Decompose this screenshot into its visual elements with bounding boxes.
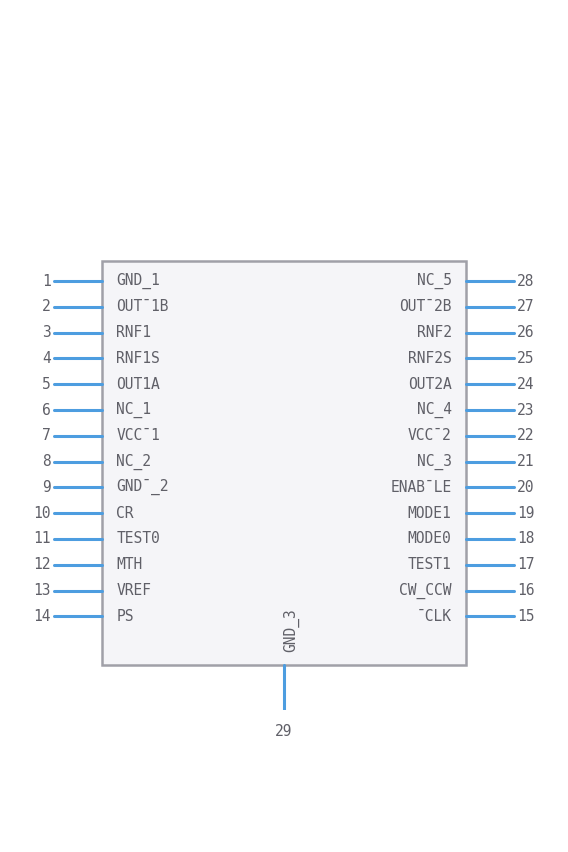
Text: 24: 24 (517, 377, 534, 392)
Text: 2: 2 (43, 299, 51, 314)
Text: 22: 22 (517, 429, 534, 443)
Text: VCC¯2: VCC¯2 (408, 429, 452, 443)
Text: RNF1: RNF1 (116, 325, 152, 340)
Text: OUT¯1B: OUT¯1B (116, 299, 169, 314)
Text: GND¯_2: GND¯_2 (116, 480, 169, 496)
Text: TEST0: TEST0 (116, 532, 160, 546)
Text: GND_1: GND_1 (116, 273, 160, 290)
Text: 12: 12 (34, 557, 51, 573)
Text: 10: 10 (34, 506, 51, 521)
Text: CR: CR (116, 506, 134, 521)
Text: NC_1: NC_1 (116, 402, 152, 418)
Text: 21: 21 (517, 454, 534, 469)
Text: 13: 13 (34, 583, 51, 598)
Text: NC_4: NC_4 (416, 402, 452, 418)
Text: 23: 23 (517, 402, 534, 417)
Text: RNF2: RNF2 (416, 325, 452, 340)
Text: 7: 7 (43, 429, 51, 443)
Text: CW_CCW: CW_CCW (399, 583, 452, 599)
Text: VREF: VREF (116, 583, 152, 598)
Text: 6: 6 (43, 402, 51, 417)
Text: OUT¯2B: OUT¯2B (399, 299, 452, 314)
Text: 26: 26 (517, 325, 534, 340)
Text: 16: 16 (517, 583, 534, 598)
Text: 25: 25 (517, 351, 534, 366)
Text: 1: 1 (43, 273, 51, 289)
Text: 11: 11 (34, 532, 51, 546)
Text: NC_3: NC_3 (416, 453, 452, 469)
Text: 17: 17 (517, 557, 534, 573)
Text: OUT1A: OUT1A (116, 377, 160, 392)
Text: 27: 27 (517, 299, 534, 314)
Text: VCC¯1: VCC¯1 (116, 429, 160, 443)
Text: GND_3: GND_3 (283, 608, 299, 653)
Text: OUT2A: OUT2A (408, 377, 452, 392)
FancyBboxPatch shape (102, 262, 466, 665)
Text: NC_5: NC_5 (416, 273, 452, 290)
Text: 5: 5 (43, 377, 51, 392)
Text: MODE1: MODE1 (408, 506, 452, 521)
Text: 29: 29 (275, 724, 293, 740)
Text: TEST1: TEST1 (408, 557, 452, 573)
Text: MODE0: MODE0 (408, 532, 452, 546)
Text: MTH: MTH (116, 557, 143, 573)
Text: 8: 8 (43, 454, 51, 469)
Text: 18: 18 (517, 532, 534, 546)
Text: ¯CLK: ¯CLK (416, 609, 452, 624)
Text: 20: 20 (517, 480, 534, 495)
Text: 9: 9 (43, 480, 51, 495)
Text: PS: PS (116, 609, 134, 624)
Text: 14: 14 (34, 609, 51, 624)
Text: NC_2: NC_2 (116, 453, 152, 469)
Text: 3: 3 (43, 325, 51, 340)
Text: RNF1S: RNF1S (116, 351, 160, 366)
Text: 4: 4 (43, 351, 51, 366)
Text: 28: 28 (517, 273, 534, 289)
Text: ENAB¯LE: ENAB¯LE (390, 480, 452, 495)
Text: 19: 19 (517, 506, 534, 521)
Text: 15: 15 (517, 609, 534, 624)
Text: RNF2S: RNF2S (408, 351, 452, 366)
